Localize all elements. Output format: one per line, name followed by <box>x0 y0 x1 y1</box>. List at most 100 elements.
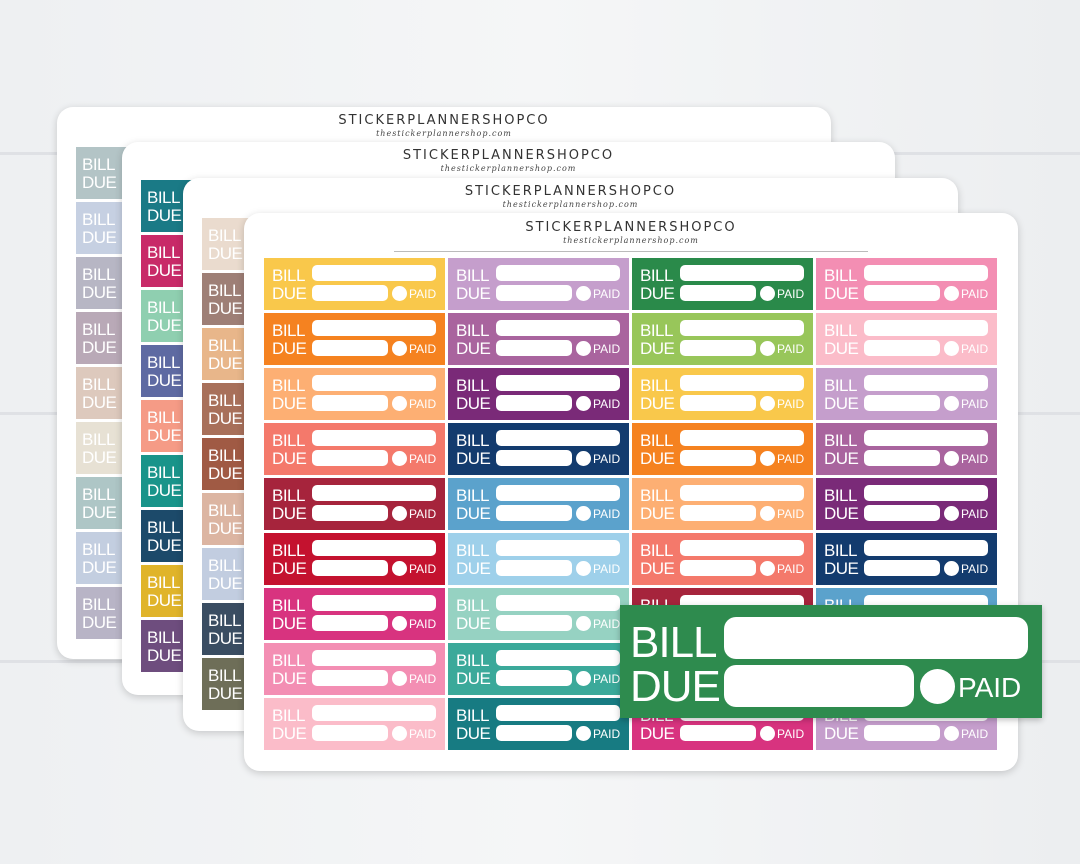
sticker-due-label: DUE <box>208 574 243 593</box>
sticker-bill-label: BILL <box>456 376 489 395</box>
sticker-due-label: DUE <box>82 448 117 467</box>
sticker-due-label: DUE <box>824 394 859 413</box>
sticker-paid-label: PAID <box>777 507 805 521</box>
sticker-date-field <box>864 725 940 741</box>
sticker-due-label: DUE <box>147 261 182 280</box>
brand-name: STICKERPLANNERSHOPCO <box>464 184 677 199</box>
paid-checkbox-circle <box>392 561 407 576</box>
sticker-due-label: DUE <box>147 536 182 555</box>
sticker-bill-label: BILL <box>82 375 115 394</box>
sticker-name-field <box>312 485 436 501</box>
zoomed-sticker: BILL DUE PAID <box>620 605 1042 718</box>
sticker-due-label: DUE <box>272 504 307 523</box>
sticker-date-field <box>496 340 572 356</box>
sticker-bill-label: BILL <box>82 210 115 229</box>
sticker-paid-label: PAID <box>961 452 989 466</box>
sticker-due-label: DUE <box>456 559 491 578</box>
sticker-bill-label: BILL <box>147 243 180 262</box>
sticker-due-label: DUE <box>147 316 182 335</box>
sticker-paid-label: PAID <box>961 287 989 301</box>
sticker-paid-label: PAID <box>409 617 437 631</box>
sticker-due-label: DUE <box>456 724 491 743</box>
paid-checkbox-circle <box>920 669 955 704</box>
sticker-bill-label: BILL <box>147 518 180 537</box>
sticker-due-label: DUE <box>147 206 182 225</box>
sticker-bill-label: BILL <box>272 596 305 615</box>
sticker-bill-label: BILL <box>208 391 241 410</box>
sticker-paid-label: PAID <box>593 397 621 411</box>
paid-checkbox-circle <box>392 451 407 466</box>
sticker-date-field <box>680 340 756 356</box>
sticker-date-field <box>312 560 388 576</box>
paid-checkbox-circle <box>576 286 591 301</box>
sticker-due-label: DUE <box>82 338 117 357</box>
sticker-bill-label: BILL <box>147 628 180 647</box>
sticker-paid-label: PAID <box>409 727 437 741</box>
sticker-name-field <box>312 430 436 446</box>
sticker-name-field <box>312 650 436 666</box>
sticker-due-label: DUE <box>82 228 117 247</box>
sticker-due-label: DUE <box>272 669 307 688</box>
sticker-date-field <box>680 285 756 301</box>
sticker-paid-label: PAID <box>593 507 621 521</box>
sticker-paid-label: PAID <box>961 562 989 576</box>
sticker-bill-label: BILL <box>824 486 857 505</box>
sticker-bill-label: BILL <box>640 266 673 285</box>
sticker-due-label: DUE <box>456 394 491 413</box>
sticker-bill-label: BILL <box>824 321 857 340</box>
sticker-due-label: DUE <box>208 299 243 318</box>
sticker-date-field <box>864 560 940 576</box>
sticker-date-field <box>496 505 572 521</box>
sticker-due-label: DUE <box>640 339 675 358</box>
sticker-paid-label: PAID <box>593 452 621 466</box>
sticker-bill-label: BILL <box>456 651 489 670</box>
sticker-paid-label: PAID <box>777 287 805 301</box>
sticker-bill-label: BILL <box>208 501 241 520</box>
sticker-due-label: DUE <box>456 669 491 688</box>
sticker-due-label: DUE <box>824 284 859 303</box>
sticker-due-label: DUE <box>640 284 675 303</box>
sticker-name-field <box>864 540 988 556</box>
paid-checkbox-circle <box>392 726 407 741</box>
sticker-date-field <box>312 670 388 686</box>
sticker-paid-label: PAID <box>409 562 437 576</box>
sticker-name-field <box>680 485 804 501</box>
sticker-due-label: DUE <box>824 449 859 468</box>
sticker-paid-label: PAID <box>593 672 621 686</box>
sticker-date-field <box>496 450 572 466</box>
paid-checkbox-circle <box>760 341 775 356</box>
sticker-date-field <box>864 395 940 411</box>
sticker-due-label: DUE <box>82 393 117 412</box>
sticker-date-field <box>312 450 388 466</box>
sticker-due-label: DUE <box>208 684 243 703</box>
sticker-name-field <box>312 705 436 721</box>
sticker-bill-label: BILL <box>82 155 115 174</box>
sticker-name-field <box>864 375 988 391</box>
sticker-bill-label: BILL <box>147 573 180 592</box>
sticker-bill-label: BILL <box>82 595 115 614</box>
sticker-due-label: DUE <box>208 409 243 428</box>
sticker-name-field <box>312 595 436 611</box>
sticker-due-label: DUE <box>272 559 307 578</box>
sticker-bill-label: BILL <box>272 541 305 560</box>
sticker-bill-label: BILL <box>147 408 180 427</box>
sticker-bill-label: BILL <box>640 321 673 340</box>
sticker-bill-label: BILL <box>147 298 180 317</box>
sticker-date-field <box>680 450 756 466</box>
sticker-name-field <box>864 430 988 446</box>
sticker-bill-label: BILL <box>208 226 241 245</box>
sticker-name-field <box>680 265 804 281</box>
sticker-due-label: DUE <box>82 283 117 302</box>
